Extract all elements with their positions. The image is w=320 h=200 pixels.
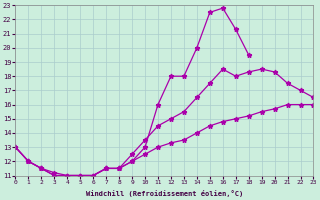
X-axis label: Windchill (Refroidissement éolien,°C): Windchill (Refroidissement éolien,°C) [86, 190, 243, 197]
